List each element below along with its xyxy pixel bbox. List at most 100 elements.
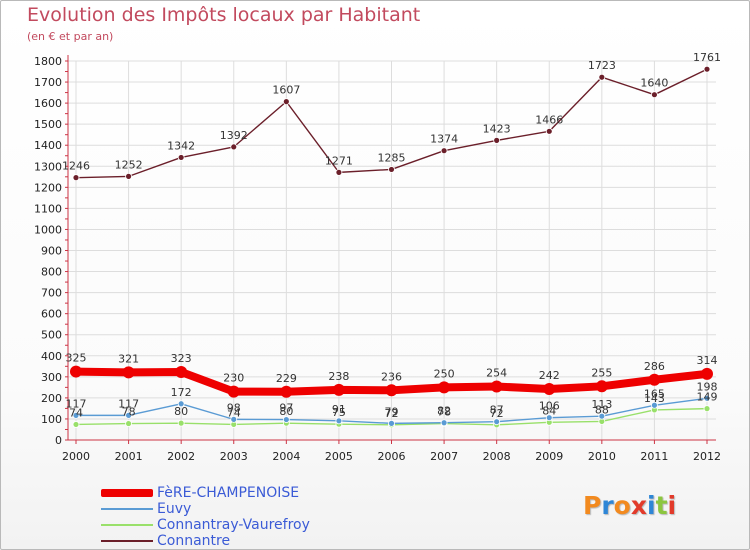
data-point-connantre — [282, 98, 290, 106]
data-label-f-re-champenoise: 323 — [171, 352, 192, 365]
legend-swatch — [101, 524, 153, 526]
data-label-connantray-vaurefroy: 75 — [332, 406, 346, 419]
data-label-connantray-vaurefroy: 72 — [490, 407, 504, 420]
data-label-f-re-champenoise: 255 — [591, 366, 612, 379]
data-label-connantray-vaurefroy: 84 — [542, 404, 556, 417]
x-tick-label: 2004 — [272, 450, 300, 463]
data-label-connantray-vaurefroy: 80 — [279, 405, 293, 418]
data-label-connantray-vaurefroy: 149 — [697, 391, 718, 404]
data-point-connantre — [493, 136, 501, 144]
data-label-f-re-champenoise: 236 — [381, 370, 402, 383]
data-point-f-re-champenoise — [227, 385, 240, 398]
data-point-f-re-champenoise — [595, 380, 608, 393]
data-point-connantre — [651, 91, 658, 99]
data-label-connantray-vaurefroy: 74 — [227, 406, 241, 419]
data-label-connantray-vaurefroy: 78 — [437, 406, 451, 419]
data-label-euvy: 165 — [644, 387, 665, 400]
data-label-connantray-vaurefroy: 143 — [644, 392, 665, 405]
data-point-f-re-champenoise — [122, 366, 135, 379]
data-label-connantre: 1271 — [325, 154, 353, 167]
data-label-euvy: 82 — [437, 405, 451, 418]
data-point-connantre — [388, 166, 395, 173]
legend-item: Connantre — [101, 533, 401, 549]
data-label-f-re-champenoise: 321 — [118, 352, 139, 365]
data-point-connantre — [545, 127, 553, 135]
x-tick-label: 2007 — [430, 450, 458, 463]
data-point-connantre — [177, 154, 185, 161]
data-point-euvy — [388, 419, 395, 427]
data-point-f-re-champenoise — [175, 365, 188, 378]
data-label-f-re-champenoise: 254 — [486, 367, 507, 380]
x-tick-label: 2002 — [167, 450, 195, 463]
data-point-f-re-champenoise — [490, 380, 503, 393]
data-label-connantray-vaurefroy: 88 — [595, 403, 609, 416]
x-tick-label: 2009 — [535, 450, 563, 463]
y-tick-label: 500 — [41, 329, 62, 342]
legend-item: FèRE-CHAMPENOISE — [101, 485, 401, 501]
data-label-euvy: 98 — [227, 401, 241, 414]
data-point-euvy — [440, 419, 448, 427]
data-label-connantre: 1374 — [430, 133, 458, 146]
data-point-connantre — [703, 65, 711, 73]
x-tick-label: 2010 — [588, 450, 616, 463]
y-tick-label: 600 — [41, 308, 62, 321]
data-label-f-re-champenoise: 238 — [328, 370, 349, 383]
proxiti-logo: Proxiti — [583, 491, 676, 520]
y-tick-label: 100 — [41, 413, 62, 426]
data-label-connantre: 1607 — [272, 84, 300, 97]
data-label-connantre: 1342 — [167, 139, 195, 152]
data-point-connantre — [335, 168, 343, 176]
data-point-f-re-champenoise — [438, 381, 451, 394]
y-tick-label: 1800 — [34, 55, 62, 68]
logo-letter: o — [613, 491, 631, 520]
legend-item: Euvy — [101, 501, 401, 517]
data-point-euvy — [493, 418, 501, 426]
y-tick-label: 1200 — [34, 181, 62, 194]
data-point-f-re-champenoise — [70, 365, 82, 378]
data-point-f-re-champenoise — [543, 383, 556, 396]
data-label-f-re-champenoise: 286 — [644, 360, 665, 373]
x-tick-label: 2008 — [483, 450, 511, 463]
data-point-connantre — [598, 73, 606, 81]
data-point-f-re-champenoise — [385, 384, 398, 397]
data-point-euvy — [335, 417, 343, 425]
data-label-connantre: 1285 — [378, 151, 406, 164]
data-label-euvy: 117 — [118, 397, 139, 410]
data-point-connantray-vaurefroy — [125, 420, 132, 427]
logo-letter: r — [601, 491, 614, 520]
data-point-euvy — [545, 414, 553, 422]
data-point-euvy — [72, 411, 80, 419]
data-point-connantray-vaurefroy — [703, 405, 711, 413]
legend-swatch — [101, 489, 153, 497]
data-label-connantre: 1466 — [535, 113, 563, 126]
data-label-euvy: 106 — [539, 400, 560, 413]
logo-letter: P — [583, 491, 602, 520]
data-point-f-re-champenoise — [332, 383, 345, 396]
data-label-connantre: 1640 — [640, 77, 668, 90]
y-tick-label: 1300 — [34, 160, 62, 173]
x-tick-label: 2012 — [693, 450, 721, 463]
data-label-connantre: 1423 — [483, 122, 511, 135]
x-tick-label: 2003 — [220, 450, 248, 463]
data-point-euvy — [125, 411, 132, 419]
data-point-euvy — [703, 394, 711, 402]
data-label-f-re-champenoise: 325 — [66, 352, 87, 365]
data-point-connantre — [230, 143, 238, 151]
data-label-connantray-vaurefroy: 80 — [174, 405, 188, 418]
legend-item: Connantray-Vaurefroy — [101, 517, 401, 533]
y-tick-label: 1000 — [34, 223, 62, 236]
y-tick-label: 1700 — [34, 76, 62, 89]
y-tick-label: 1500 — [34, 118, 62, 131]
data-label-f-re-champenoise: 314 — [697, 354, 718, 367]
logo-letter: i — [667, 491, 677, 520]
data-label-f-re-champenoise: 229 — [276, 372, 297, 385]
data-point-connantray-vaurefroy — [72, 421, 80, 428]
data-point-euvy — [282, 416, 290, 423]
data-point-euvy — [177, 400, 185, 408]
data-label-euvy: 117 — [66, 397, 87, 410]
data-label-euvy: 87 — [490, 404, 504, 417]
x-tick-label: 2001 — [115, 450, 143, 463]
legend-label: Connantray-Vaurefroy — [157, 517, 310, 533]
data-label-connantre: 1252 — [115, 158, 143, 171]
